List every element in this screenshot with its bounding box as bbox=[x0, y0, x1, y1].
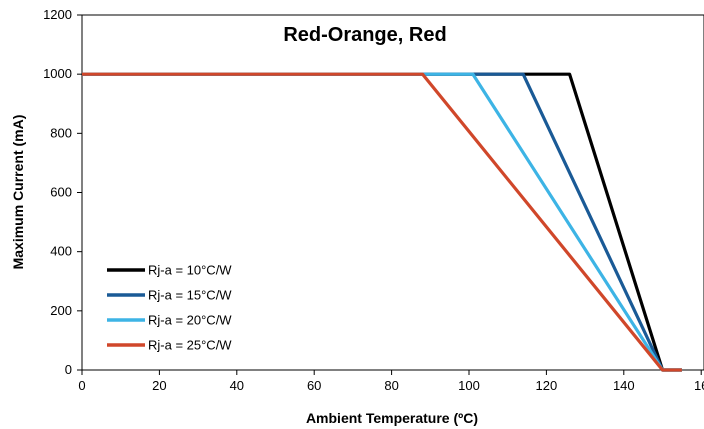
legend-label: Rj-a = 15°C/W bbox=[148, 288, 232, 303]
y-axis-title: Maximum Current (mA) bbox=[10, 115, 26, 270]
chart-title: Red-Orange, Red bbox=[283, 24, 446, 46]
y-tick-label: 400 bbox=[50, 244, 72, 259]
series-lines bbox=[82, 72, 682, 372]
x-tick-label: 100 bbox=[458, 378, 480, 393]
y-tick-label: 800 bbox=[50, 125, 72, 140]
y-tick-label: 200 bbox=[50, 303, 72, 318]
legend-label: Rj-a = 20°C/W bbox=[148, 313, 232, 328]
legend: Rj-a = 10°C/W Rj-a = 15°C/W Rj-a = 20°C/W R… bbox=[100, 257, 268, 365]
series-line bbox=[82, 72, 682, 372]
x-tick-label: 60 bbox=[307, 378, 321, 393]
y-tick-label: 0 bbox=[65, 362, 72, 377]
legend-background bbox=[100, 257, 268, 365]
x-tick-label: 80 bbox=[384, 378, 398, 393]
x-axis-ticks: 0 20 40 60 80 100 120 140 16 bbox=[78, 370, 704, 393]
x-tick-label: 16 bbox=[694, 378, 704, 393]
y-tick-label: 600 bbox=[50, 185, 72, 200]
x-axis-title: Ambient Temperature (ºC) bbox=[306, 410, 478, 426]
legend-label: Rj-a = 10°C/W bbox=[148, 263, 232, 278]
y-tick-label: 1000 bbox=[43, 66, 72, 81]
x-tick-label: 140 bbox=[613, 378, 635, 393]
x-tick-label: 20 bbox=[152, 378, 166, 393]
x-tick-label: 120 bbox=[536, 378, 558, 393]
legend-label: Rj-a = 25°C/W bbox=[148, 338, 232, 353]
x-tick-label: 0 bbox=[78, 378, 85, 393]
y-tick-label: 1200 bbox=[43, 7, 72, 22]
y-axis-ticks: 0 200 400 600 800 1000 1200 bbox=[43, 7, 82, 377]
x-tick-label: 40 bbox=[230, 378, 244, 393]
